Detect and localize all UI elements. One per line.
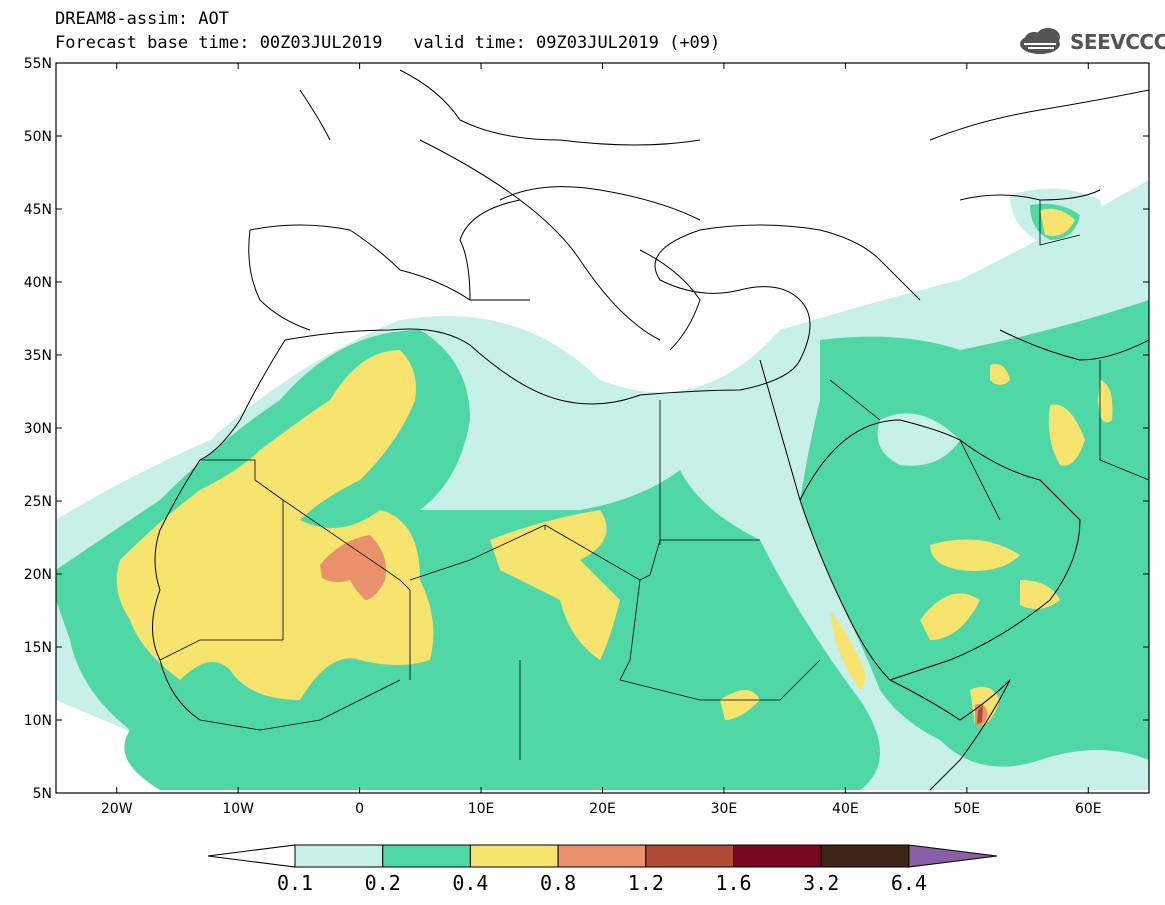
lon-label: 60E xyxy=(1075,801,1102,817)
lat-label: 55N xyxy=(24,56,52,72)
colorbar-max-arrow xyxy=(908,844,997,868)
lon-label: 10W xyxy=(222,801,254,817)
colorbar-box xyxy=(733,844,822,868)
lon-label: 10E xyxy=(468,801,495,817)
aot-field xyxy=(56,69,1149,791)
lat-label: 50N xyxy=(24,129,52,145)
logo-text: SEEVCCC xyxy=(1070,30,1165,54)
lat-label: 40N xyxy=(24,275,52,291)
colorbar-box xyxy=(382,844,471,868)
colorbar-label: 0.2 xyxy=(365,871,401,895)
lon-label: 50E xyxy=(953,801,980,817)
lat-label: 15N xyxy=(24,640,52,656)
plot-title: DREAM8-assim: AOT xyxy=(55,9,229,29)
colorbar-label: 0.1 xyxy=(277,871,313,895)
colorbar-box xyxy=(557,844,647,868)
lon-label: 0 xyxy=(355,801,364,817)
colorbar-box xyxy=(820,844,910,868)
lon-label: 30E xyxy=(711,801,738,817)
lat-label: 20N xyxy=(24,567,52,583)
colorbar-min-arrow xyxy=(207,844,296,868)
seevccc-logo xyxy=(1020,28,1060,54)
colorbar-label: 0.4 xyxy=(452,871,488,895)
colorbar-label: 6.4 xyxy=(891,871,927,895)
lat-labels: 5N 10N 15N 20N 25N 30N 35N 40N 45N 50N 55N xyxy=(24,56,1149,802)
lon-label: 40E xyxy=(832,801,859,817)
lat-label: 35N xyxy=(24,348,52,364)
colorbar-label: 3.2 xyxy=(803,871,839,895)
colorbar-label: 1.6 xyxy=(715,871,751,895)
lon-label: 20E xyxy=(589,801,616,817)
colorbar-box xyxy=(469,844,559,868)
plot-subtitle: Forecast base time: 00Z03JUL2019 valid t… xyxy=(55,33,721,53)
lat-label: 25N xyxy=(24,494,52,510)
lat-label: 30N xyxy=(24,421,52,437)
colorbar-box xyxy=(645,844,734,868)
lat-label: 45N xyxy=(24,202,52,218)
lat-label: 5N xyxy=(33,786,52,802)
colorbar-label: 1.2 xyxy=(628,871,664,895)
colorbar-label: 0.8 xyxy=(540,871,576,895)
lon-labels: 20W 10W 0 10E 20E 30E 40E 50E 60E xyxy=(101,63,1102,817)
colorbar-box xyxy=(294,844,384,868)
lon-label: 20W xyxy=(101,801,133,817)
aot-map: 5N 10N 15N 20N 25N 30N 35N 40N 45N 50N 55N 20W 10W 0… xyxy=(24,56,1150,817)
lat-label: 10N xyxy=(24,713,52,729)
